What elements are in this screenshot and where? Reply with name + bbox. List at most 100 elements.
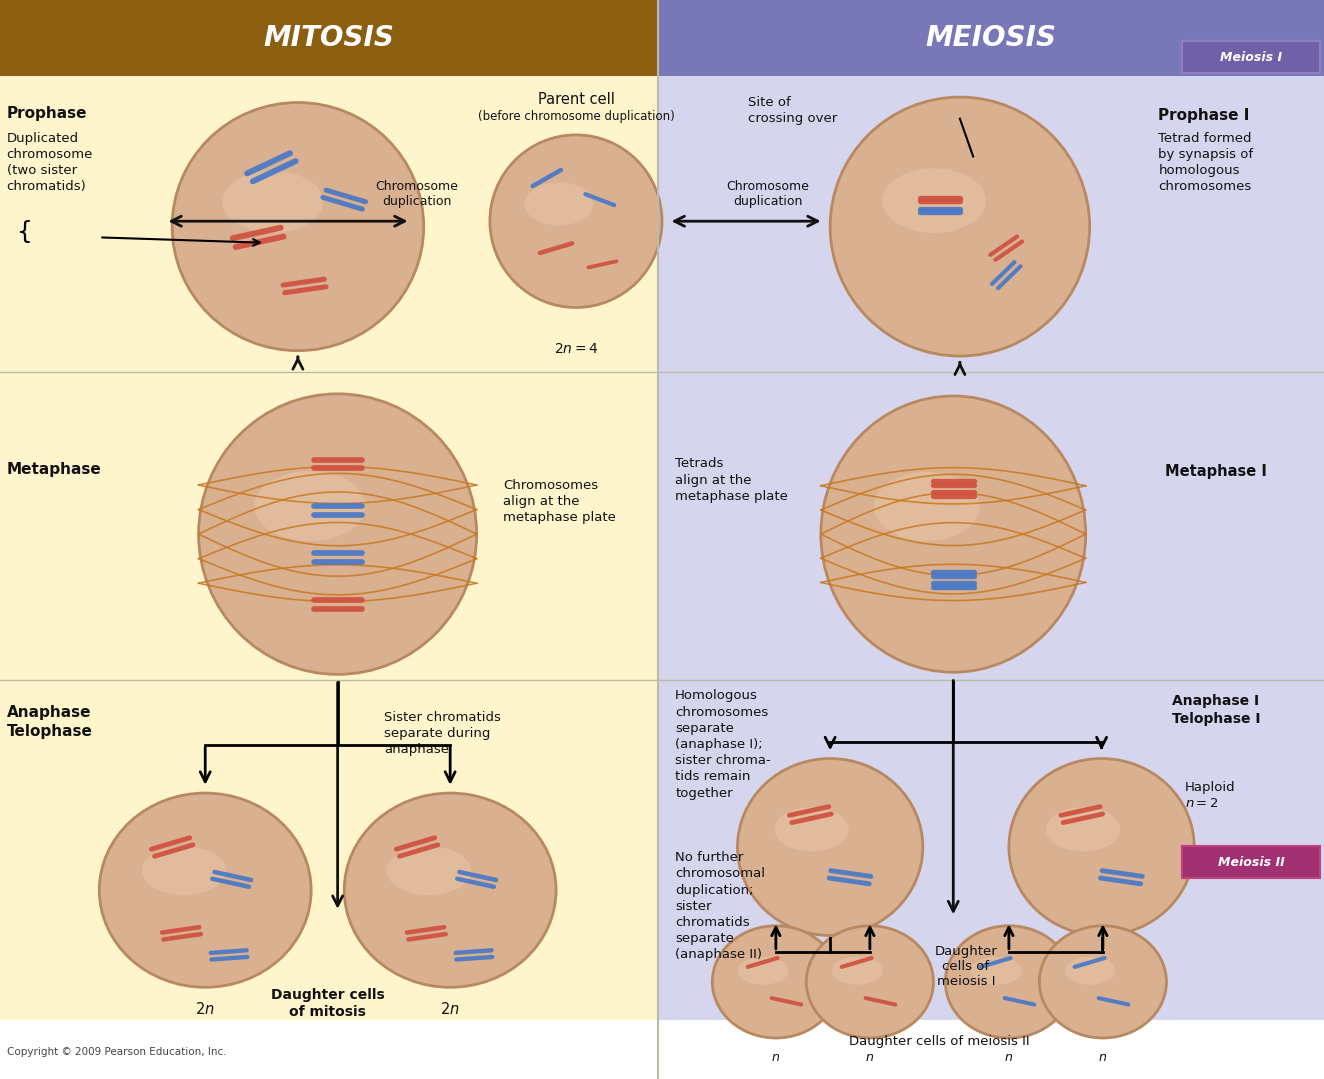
Text: MITOSIS: MITOSIS	[263, 24, 395, 52]
Text: Tetrads: Tetrads	[675, 457, 724, 470]
Text: Prophase I: Prophase I	[1158, 108, 1250, 123]
Text: of mitosis: of mitosis	[289, 1006, 367, 1019]
Ellipse shape	[1064, 957, 1116, 985]
Ellipse shape	[737, 957, 789, 985]
Text: sister chroma-: sister chroma-	[675, 754, 771, 767]
Text: $n$: $n$	[772, 1051, 780, 1064]
Text: Parent cell: Parent cell	[538, 92, 614, 107]
Text: Metaphase: Metaphase	[7, 462, 102, 477]
Ellipse shape	[142, 846, 226, 896]
Ellipse shape	[830, 97, 1090, 356]
Ellipse shape	[882, 168, 986, 233]
Text: Site of: Site of	[748, 96, 790, 109]
Text: Prophase: Prophase	[7, 106, 87, 121]
FancyBboxPatch shape	[1182, 41, 1320, 73]
Text: cells of: cells of	[943, 960, 989, 973]
Text: chromosomal: chromosomal	[675, 868, 765, 880]
Text: Copyright © 2009 Pearson Education, Inc.: Copyright © 2009 Pearson Education, Inc.	[7, 1047, 226, 1057]
Text: Sister chromatids: Sister chromatids	[384, 711, 500, 724]
Text: Chromosomes: Chromosomes	[503, 479, 598, 492]
Text: Duplicated: Duplicated	[7, 132, 78, 145]
Text: {: {	[17, 220, 33, 244]
Text: $n$: $n$	[866, 1051, 874, 1064]
Text: Meiosis II: Meiosis II	[1218, 856, 1284, 869]
Text: chromosome: chromosome	[7, 148, 93, 161]
Text: separate: separate	[675, 932, 733, 945]
Text: together: together	[675, 787, 733, 800]
Text: sister: sister	[675, 900, 712, 913]
Text: separate during: separate during	[384, 727, 490, 740]
Ellipse shape	[1046, 807, 1120, 851]
Text: anaphase: anaphase	[384, 743, 449, 756]
Text: duplication: duplication	[733, 195, 802, 208]
Text: Anaphase: Anaphase	[7, 705, 91, 720]
Ellipse shape	[99, 793, 311, 987]
Text: separate: separate	[675, 722, 733, 735]
Text: Daughter cells of meiosis II: Daughter cells of meiosis II	[849, 1035, 1030, 1048]
Text: Anaphase I: Anaphase I	[1172, 695, 1259, 708]
Text: metaphase plate: metaphase plate	[675, 490, 788, 503]
Ellipse shape	[344, 793, 556, 987]
Ellipse shape	[1009, 759, 1194, 935]
Text: (two sister: (two sister	[7, 164, 77, 177]
Text: Chromosome: Chromosome	[727, 180, 809, 193]
Ellipse shape	[222, 170, 323, 233]
Text: $n = 2$: $n = 2$	[1185, 797, 1219, 810]
Text: tids remain: tids remain	[675, 770, 751, 783]
Ellipse shape	[775, 807, 849, 851]
Ellipse shape	[387, 846, 471, 896]
Ellipse shape	[821, 396, 1086, 672]
Text: chromosomes: chromosomes	[1158, 180, 1251, 193]
Text: $n$: $n$	[1005, 1051, 1013, 1064]
Ellipse shape	[254, 470, 365, 541]
Text: Homologous: Homologous	[675, 689, 759, 702]
Ellipse shape	[945, 926, 1072, 1038]
Ellipse shape	[172, 103, 424, 351]
Text: Haploid: Haploid	[1185, 781, 1235, 794]
Ellipse shape	[712, 926, 839, 1038]
Ellipse shape	[806, 926, 933, 1038]
Text: $2n$: $2n$	[196, 1001, 214, 1016]
Text: homologous: homologous	[1158, 164, 1241, 177]
Text: (anaphase II): (anaphase II)	[675, 948, 763, 961]
Ellipse shape	[199, 394, 477, 674]
Text: Daughter cells: Daughter cells	[271, 988, 384, 1001]
Text: Tetrad formed: Tetrad formed	[1158, 132, 1253, 145]
Text: by synapsis of: by synapsis of	[1158, 148, 1254, 161]
Text: Telophase I: Telophase I	[1172, 712, 1260, 725]
Bar	[0, 0, 658, 76]
Text: meiosis I: meiosis I	[936, 975, 996, 988]
Ellipse shape	[490, 135, 662, 308]
Ellipse shape	[737, 759, 923, 935]
Text: duplication;: duplication;	[675, 884, 753, 897]
Ellipse shape	[874, 472, 980, 541]
Text: chromatids: chromatids	[675, 916, 749, 929]
Text: chromosomes: chromosomes	[675, 706, 768, 719]
Text: (before chromosome duplication): (before chromosome duplication)	[478, 110, 674, 123]
Text: $n$: $n$	[1099, 1051, 1107, 1064]
Ellipse shape	[970, 957, 1022, 985]
Bar	[658, 0, 1324, 76]
Text: align at the: align at the	[675, 474, 752, 487]
Text: chromatids): chromatids)	[7, 180, 86, 193]
Text: (anaphase I);: (anaphase I);	[675, 738, 763, 751]
Text: $2n$: $2n$	[441, 1001, 459, 1016]
Bar	[658, 0, 1324, 1020]
Text: Meiosis I: Meiosis I	[1221, 51, 1282, 64]
Text: align at the: align at the	[503, 495, 580, 508]
Bar	[0, 0, 658, 1020]
Text: Metaphase I: Metaphase I	[1165, 464, 1267, 479]
Text: duplication: duplication	[383, 195, 451, 208]
Ellipse shape	[524, 182, 593, 226]
Text: No further: No further	[675, 851, 744, 864]
Text: $2n = 4$: $2n = 4$	[553, 342, 598, 355]
Text: Chromosome: Chromosome	[376, 180, 458, 193]
Text: Daughter: Daughter	[935, 945, 997, 958]
FancyBboxPatch shape	[1182, 846, 1320, 878]
Text: Telophase: Telophase	[7, 724, 93, 739]
Bar	[0, 1020, 1324, 1079]
Text: metaphase plate: metaphase plate	[503, 511, 616, 524]
Text: MEIOSIS: MEIOSIS	[925, 24, 1057, 52]
Ellipse shape	[831, 957, 883, 985]
Ellipse shape	[1039, 926, 1166, 1038]
